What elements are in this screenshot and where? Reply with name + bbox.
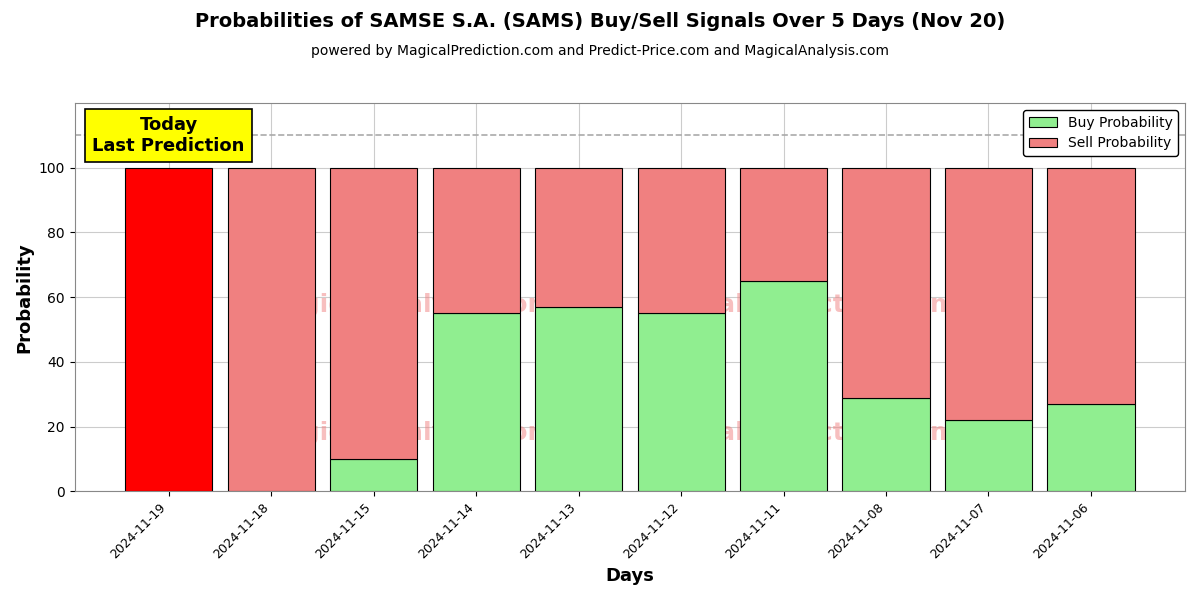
Text: MagicalPrediction.com: MagicalPrediction.com [636, 421, 958, 445]
Bar [228, 168, 314, 491]
Text: powered by MagicalPrediction.com and Predict-Price.com and MagicalAnalysis.com: powered by MagicalPrediction.com and Pre… [311, 44, 889, 58]
Bar [842, 398, 930, 491]
Text: MagicalAnalysis.com: MagicalAnalysis.com [260, 293, 554, 317]
Bar [637, 313, 725, 491]
Legend: Buy Probability, Sell Probability: Buy Probability, Sell Probability [1024, 110, 1178, 156]
Bar [535, 168, 622, 307]
Bar [432, 168, 520, 313]
Bar [330, 459, 418, 491]
Text: MagicalPrediction.com: MagicalPrediction.com [636, 293, 958, 317]
Bar [944, 420, 1032, 491]
Text: Today
Last Prediction: Today Last Prediction [92, 116, 245, 155]
Bar [330, 168, 418, 459]
Bar [1048, 168, 1134, 404]
Text: Probabilities of SAMSE S.A. (SAMS) Buy/Sell Signals Over 5 Days (Nov 20): Probabilities of SAMSE S.A. (SAMS) Buy/S… [194, 12, 1006, 31]
X-axis label: Days: Days [605, 567, 654, 585]
Bar [1048, 404, 1134, 491]
Bar [842, 168, 930, 398]
Bar [432, 313, 520, 491]
Text: MagicalAnalysis.com: MagicalAnalysis.com [260, 421, 554, 445]
Bar [535, 307, 622, 491]
Bar [637, 168, 725, 313]
Bar [125, 168, 212, 491]
Y-axis label: Probability: Probability [16, 242, 34, 353]
Bar [740, 281, 827, 491]
Bar [944, 168, 1032, 420]
Bar [740, 168, 827, 281]
